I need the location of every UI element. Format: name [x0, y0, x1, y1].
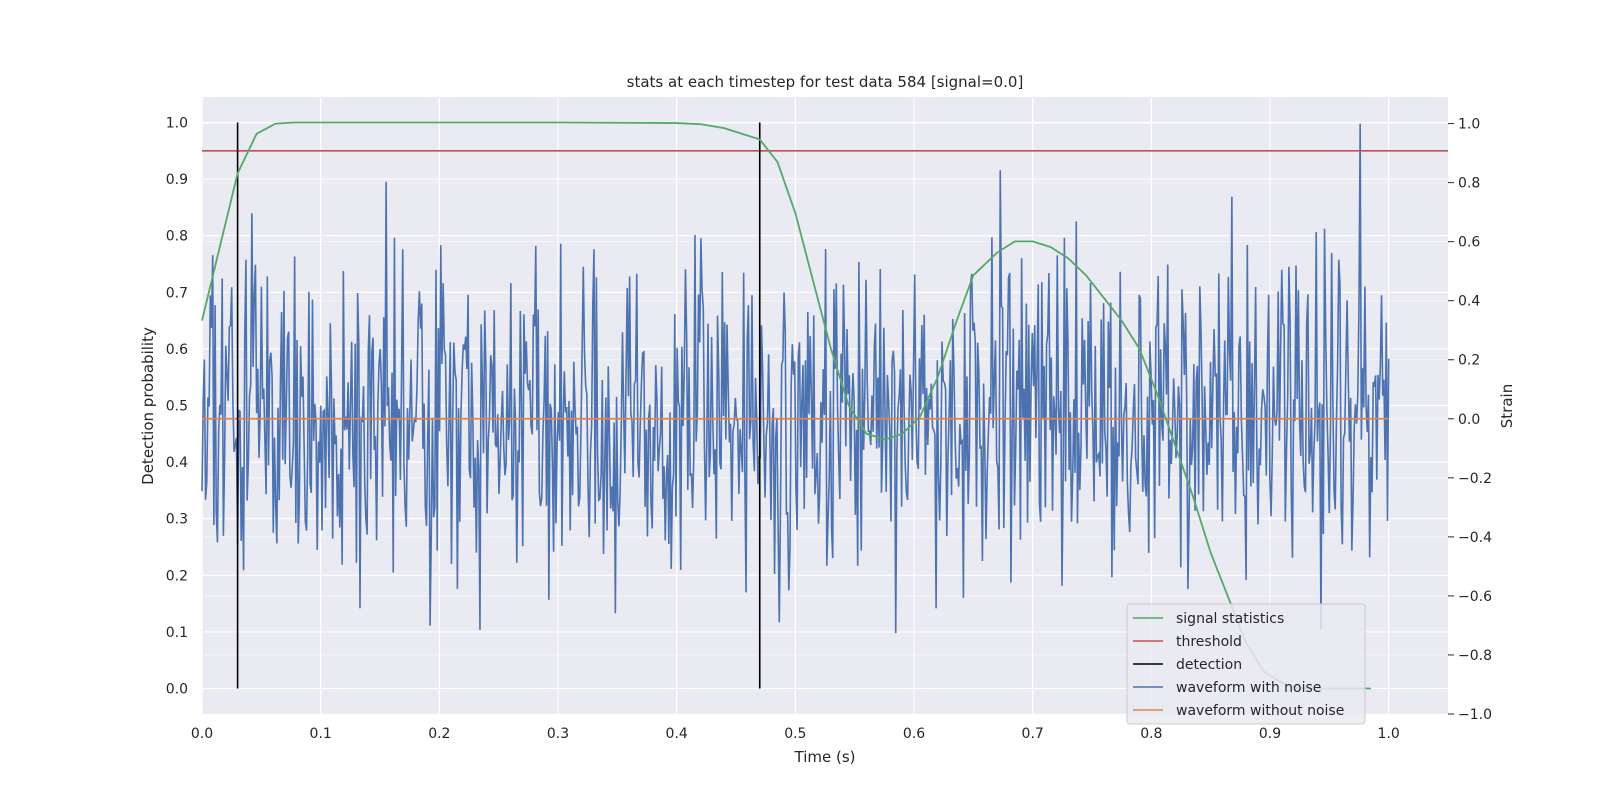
y-tick-label-left: 0.0 — [166, 682, 188, 698]
legend-label-detection: detection — [1176, 657, 1242, 673]
x-tick-label: 0.0 — [191, 726, 213, 742]
y-tick-label-right: 1.0 — [1458, 117, 1480, 133]
y-tick-label-left: 0.1 — [166, 625, 188, 641]
x-tick-label: 0.1 — [310, 726, 332, 742]
x-tick-label: 0.5 — [784, 726, 806, 742]
y-tick-label-left: 0.5 — [166, 399, 188, 415]
y-tick-label-right: −0.8 — [1458, 648, 1492, 664]
y-tick-label-left: 0.3 — [166, 512, 188, 528]
y-tick-label-right: −0.2 — [1458, 471, 1492, 487]
x-axis-label: Time (s) — [794, 748, 856, 766]
y-tick-label-right: −1.0 — [1458, 707, 1492, 723]
y-tick-label-left: 0.2 — [166, 568, 188, 584]
y-tick-label-right: 0.0 — [1458, 412, 1480, 428]
x-tick-label: 0.3 — [547, 726, 569, 742]
y-tick-label-left: 0.4 — [166, 455, 188, 471]
tick-labels: 0.0 0.1 0.2 0.3 0.4 0.5 0.6 0.7 0.8 0.9 1.0 0.0 0.1 0… — [166, 115, 1492, 742]
y-tick-label-right: 0.6 — [1458, 235, 1480, 251]
y-tick-label-right: 0.4 — [1458, 294, 1480, 310]
chart-title: stats at each timestep for test data 584… — [627, 73, 1024, 91]
y-tick-label-right: 0.2 — [1458, 353, 1480, 369]
y-tick-label-right: −0.4 — [1458, 530, 1492, 546]
y-tick-label-left: 0.7 — [166, 285, 188, 301]
legend-label-waveform-with-noise: waveform with noise — [1176, 680, 1321, 696]
x-tick-label: 0.8 — [1140, 726, 1162, 742]
series-layer — [201, 121, 1448, 690]
legend-box — [1126, 603, 1366, 725]
x-tick-label: 0.2 — [428, 726, 450, 742]
x-tick-label: 0.7 — [1022, 726, 1044, 742]
y-tick-label-right: 0.8 — [1458, 176, 1480, 192]
x-tick-label: 0.6 — [903, 726, 925, 742]
y-tick-label-left: 0.6 — [166, 342, 188, 358]
y-tick-label-left: 0.9 — [166, 172, 188, 188]
y-tick-label-left: 0.8 — [166, 229, 188, 245]
series-waveform-with-noise — [201, 123, 1390, 634]
legend: signal statistics threshold detection wa… — [1126, 603, 1366, 725]
y-tick-label-left: 1.0 — [166, 115, 188, 131]
x-tick-label: 1.0 — [1378, 726, 1400, 742]
y-axis-label-left: Detection probability — [139, 327, 157, 485]
legend-label-threshold: threshold — [1176, 634, 1242, 650]
x-tick-label: 0.4 — [666, 726, 688, 742]
legend-label-signal-statistics: signal statistics — [1176, 611, 1284, 627]
legend-label-waveform-without-noise: waveform without noise — [1176, 703, 1344, 719]
y-axis-label-right: Strain — [1498, 384, 1516, 428]
y-tick-label-right: −0.6 — [1458, 589, 1492, 605]
x-tick-label: 0.9 — [1259, 726, 1281, 742]
